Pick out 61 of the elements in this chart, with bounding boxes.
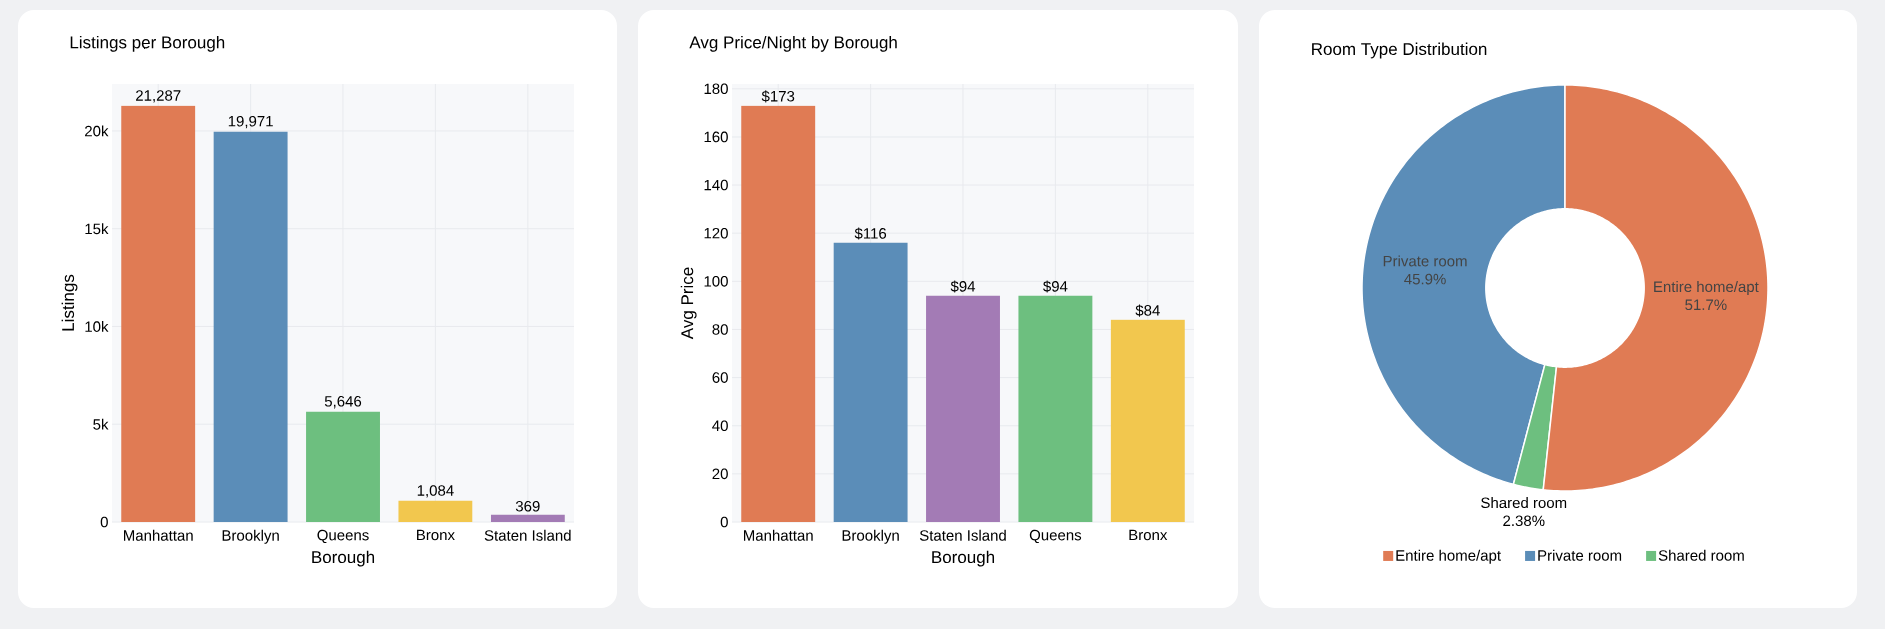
- bar: [306, 411, 380, 522]
- x-tick-label: Queens: [317, 529, 369, 544]
- y-tick-label: 40: [712, 420, 728, 432]
- bar: [1018, 295, 1093, 522]
- x-tick-label: Bronx: [1129, 529, 1168, 541]
- x-tick-label: Staten Island: [484, 529, 571, 541]
- y-tick-label: 0: [100, 516, 108, 528]
- x-tick-label: Staten Island: [919, 529, 1006, 541]
- bar: [1110, 319, 1185, 522]
- data-label: 1,084: [417, 485, 454, 498]
- x-tick-label: Manhattan: [743, 529, 813, 541]
- data-label: $94: [950, 280, 976, 293]
- y-axis-title: Avg Price: [680, 267, 697, 340]
- y-tick-label: 180: [704, 83, 728, 95]
- y-tick-label: 0: [720, 516, 728, 528]
- data-label: 51.7%: [1685, 299, 1727, 311]
- bar: [833, 242, 908, 522]
- y-axis-title: Listings: [61, 274, 78, 331]
- y-tick-label: 10k: [85, 320, 109, 332]
- data-label: 2.38%: [1503, 515, 1545, 527]
- legend-label: Private room: [1538, 549, 1622, 561]
- data-label: 369: [515, 500, 540, 512]
- bar: [926, 295, 1000, 522]
- bar: [121, 105, 196, 522]
- y-tick-label: 100: [704, 276, 728, 287]
- chart-title: Avg Price/Night by Borough: [689, 35, 897, 52]
- slice-label: Shared room: [1481, 497, 1567, 509]
- x-tick-label: Queens: [1029, 529, 1082, 544]
- y-tick-label: 60: [712, 372, 728, 383]
- data-label: $173: [761, 90, 795, 103]
- data-label: 21,287: [136, 90, 181, 103]
- data-label: 5,646: [324, 395, 362, 409]
- y-tick-label: 160: [704, 131, 728, 143]
- y-tick-label: 5k: [93, 418, 109, 430]
- x-axis-title: Borough: [932, 550, 995, 567]
- data-label: $116: [854, 227, 887, 240]
- y-tick-label: 80: [712, 324, 728, 335]
- x-tick-label: Manhattan: [124, 529, 193, 541]
- data-label: $84: [1135, 304, 1160, 317]
- y-tick-label: 20k: [85, 125, 109, 137]
- bar: [490, 514, 565, 522]
- y-tick-label: 15k: [85, 223, 109, 235]
- chart-title: Room Type Distribution: [1312, 42, 1487, 59]
- bar: [398, 500, 473, 522]
- x-tick-label: Brooklyn: [222, 529, 279, 544]
- x-axis-title: Borough: [312, 550, 375, 567]
- x-tick-label: Brooklyn: [842, 529, 899, 544]
- slice-label: Entire home/apt: [1654, 281, 1759, 296]
- data-label: 45.9%: [1404, 273, 1446, 285]
- data-label: $94: [1043, 280, 1068, 293]
- x-tick-label: Bronx: [417, 529, 455, 541]
- data-label: 19,971: [228, 115, 273, 129]
- slice-label: Private room: [1383, 255, 1467, 267]
- y-tick-label: 120: [704, 227, 728, 239]
- bar: [213, 131, 288, 522]
- legend-label: Entire home/apt: [1396, 549, 1501, 564]
- y-tick-label: 140: [704, 179, 728, 191]
- legend-label: Shared room: [1658, 549, 1744, 561]
- bar: [741, 105, 816, 522]
- chart-title: Listings per Borough: [70, 35, 225, 52]
- y-tick-label: 20: [712, 468, 728, 480]
